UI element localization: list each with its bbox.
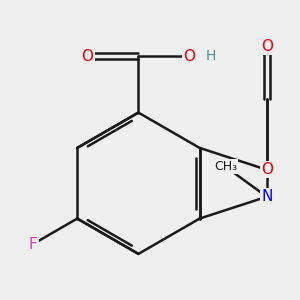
Text: O: O	[82, 49, 94, 64]
Text: O: O	[183, 49, 195, 64]
Text: CH₃: CH₃	[214, 160, 237, 173]
Text: H: H	[206, 49, 216, 63]
Text: F: F	[29, 236, 38, 251]
Text: N: N	[261, 189, 272, 204]
Text: O: O	[261, 162, 273, 177]
Text: O: O	[261, 39, 273, 54]
